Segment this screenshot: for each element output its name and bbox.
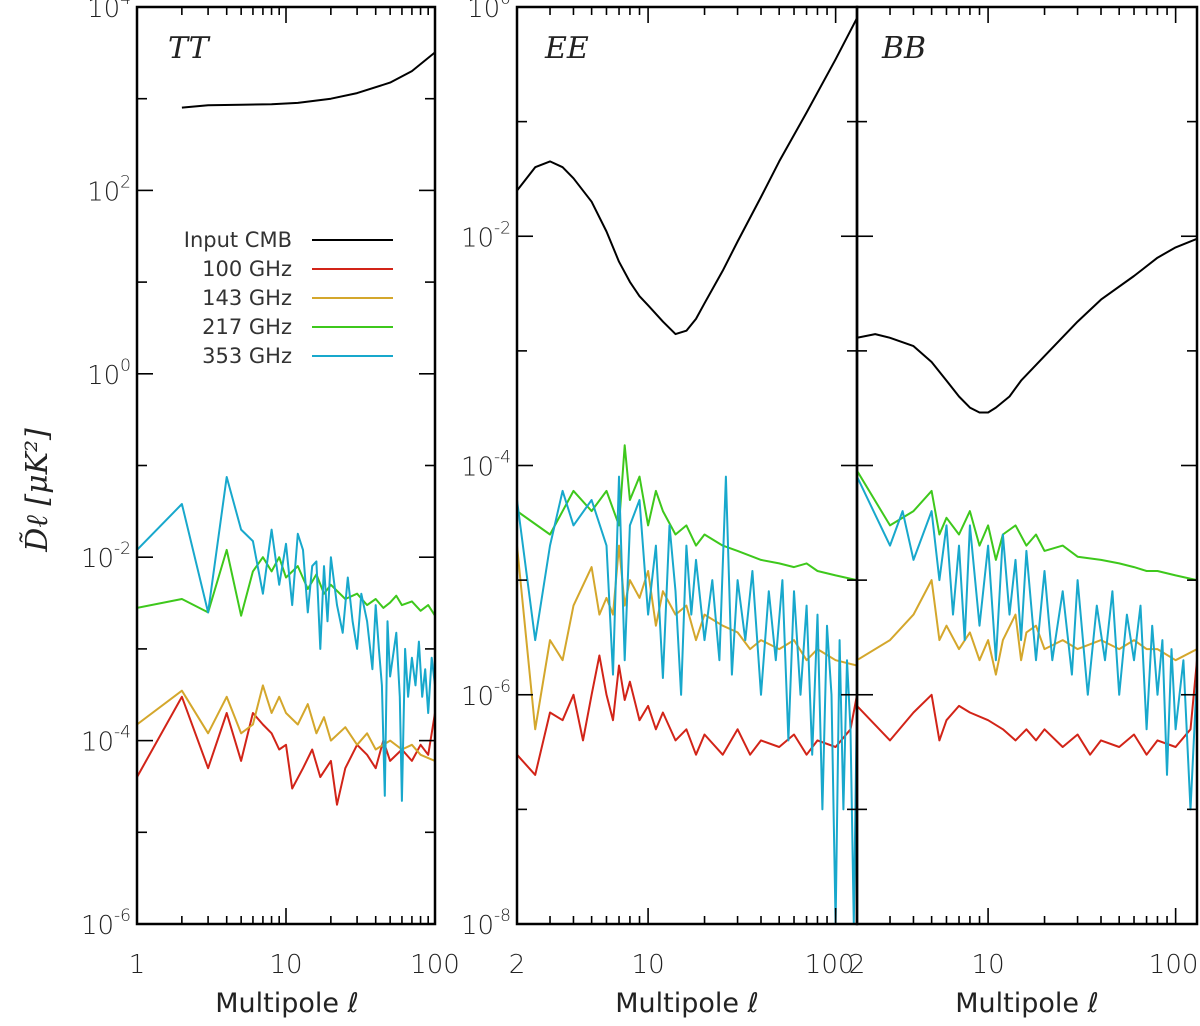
x-tick-label: 10 (632, 950, 665, 980)
legend-label: 217 GHz (202, 315, 292, 339)
legend-label: 353 GHz (202, 344, 292, 368)
series-100-ghz-bb (857, 660, 1197, 756)
panel-tt: 1 10 100 10-6 10-4 10-2 100 102 104 TT (81, 0, 460, 980)
y-tick-label: 10-6 (81, 906, 131, 941)
y-tick-label: 10-6 (461, 677, 511, 712)
series-input-cmb-bb (857, 237, 1197, 414)
legend-label: 143 GHz (202, 286, 292, 310)
series-input-cmb-ee (517, 17, 857, 336)
series-input-cmb-tt (181, 51, 435, 109)
x-tick-label: 1 (129, 950, 146, 980)
series-143-ghz-ee (517, 544, 857, 731)
y-axis-label-text: D̃ℓ [μK²] (20, 428, 55, 553)
series-100-ghz-tt (137, 695, 435, 806)
x-axis-label-tt: Multipole ℓ (215, 988, 359, 1019)
series-217-ghz-ee (517, 444, 857, 582)
x-tick-label: 2 (849, 950, 866, 980)
plot-frame-tt (135, 5, 437, 926)
x-tick-label: 2 (509, 950, 526, 980)
x-tick-label: 100 (410, 950, 460, 980)
legend: Input CMB 100 GHz 143 GHz 217 GHz 353 GHz (184, 228, 393, 368)
y-axis-label: D̃ℓ [μK²] (20, 428, 55, 553)
series-143-ghz-tt (137, 684, 435, 762)
panel-title-bb: BB (881, 31, 926, 66)
plot-frame-bb (855, 5, 1199, 926)
series-353-ghz-ee (517, 475, 857, 924)
series-143-ghz-bb (857, 579, 1197, 676)
series-217-ghz-tt (137, 548, 435, 617)
panel-title-ee: EE (544, 31, 589, 66)
x-tick-label: 100 (805, 950, 855, 980)
panel-bb: 2 10 100 BB (849, 5, 1199, 980)
y-tick-label: 10-4 (81, 723, 131, 758)
series-353-ghz-tt (137, 476, 435, 802)
y-tick-label: 104 (87, 0, 131, 24)
legend-label: Input CMB (184, 228, 292, 252)
series-217-ghz-bb (857, 470, 1197, 582)
x-tick-label: 100 (1149, 950, 1199, 980)
series-353-ghz-bb (857, 476, 1197, 811)
x-tick-label: 10 (972, 950, 1005, 980)
y-tick-label: 10-8 (461, 906, 511, 941)
y-tick-label: 10-2 (461, 218, 511, 253)
y-tick-label: 100 (87, 356, 131, 391)
x-axis-label-bb: Multipole ℓ (955, 988, 1099, 1019)
plot-frame-ee (515, 5, 859, 926)
y-tick-label: 102 (87, 172, 131, 207)
x-axis-label-ee: Multipole ℓ (615, 988, 759, 1019)
panel-ee: 2 10 100 10-8 10-6 10-4 10-2 100 EE (461, 0, 859, 980)
series-100-ghz-ee (517, 654, 857, 776)
y-tick-label: 10-4 (461, 448, 511, 483)
legend-label: 100 GHz (202, 257, 292, 281)
y-tick-label: 100 (467, 0, 511, 24)
x-tick-label: 10 (269, 950, 302, 980)
y-tick-label: 10-2 (81, 539, 131, 574)
panel-title-tt: TT (168, 31, 211, 66)
